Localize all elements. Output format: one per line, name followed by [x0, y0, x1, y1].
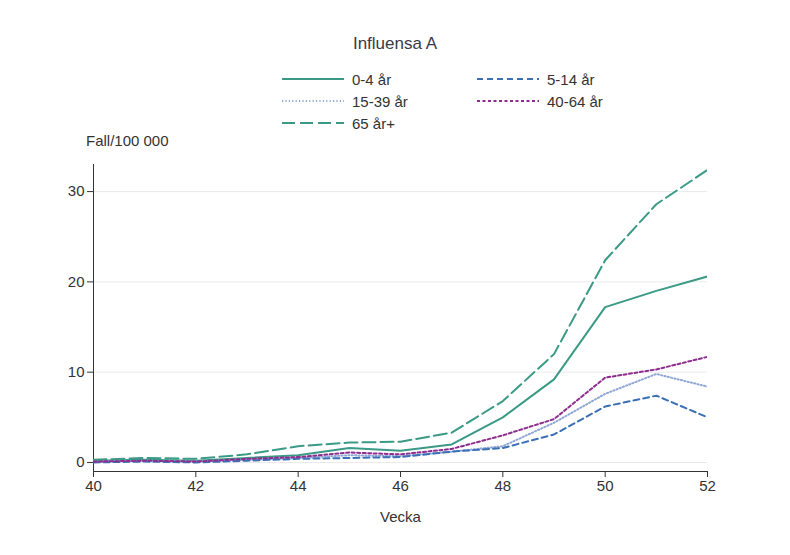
html-text:0-4 år: 0-4 år [352, 70, 392, 88]
html-text:15-39 år: 15-39 år [352, 92, 408, 110]
svg-text:40: 40 [85, 477, 102, 494]
svg-text:42: 42 [187, 477, 204, 494]
svg-text:48: 48 [494, 477, 511, 494]
svg-text:10: 10 [68, 363, 85, 380]
svg-text:Vecka: Vecka [380, 508, 422, 525]
svg-text:44: 44 [290, 477, 307, 494]
svg-text:50: 50 [597, 477, 614, 494]
svg-text:20: 20 [68, 273, 85, 290]
svg-text:30: 30 [68, 182, 85, 199]
html-text:5-14 år: 5-14 år [547, 70, 595, 88]
html-text:40-64 år: 40-64 år [547, 92, 603, 110]
svg-text:0: 0 [76, 453, 84, 470]
svg-text:46: 46 [392, 477, 409, 494]
svg-text:52: 52 [699, 477, 716, 494]
html-text:Influensa A: Influensa A [352, 34, 438, 53]
html-text:Fall/100 000: Fall/100 000 [86, 132, 169, 149]
html-text:65 år+: 65 år+ [352, 114, 395, 132]
